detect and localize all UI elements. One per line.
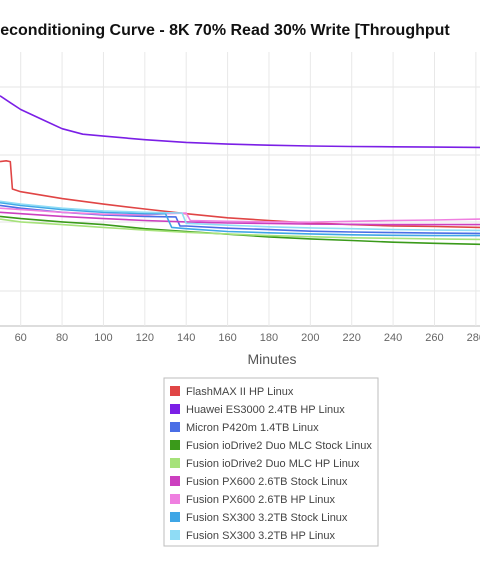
- legend-label: Fusion PX600 2.6TB HP Linux: [186, 494, 335, 506]
- x-tick-label: 180: [260, 332, 278, 344]
- x-tick-label: 160: [218, 332, 236, 344]
- series-line: [0, 207, 480, 223]
- legend-label: Fusion ioDrive2 Duo MLC Stock Linux: [186, 440, 372, 452]
- x-axis: 60 80 100 120 140 160 180 200 220 240 260 280: [15, 332, 480, 344]
- series-line: [0, 160, 480, 229]
- x-tick-label: 140: [177, 332, 195, 344]
- x-tick-label: 220: [343, 332, 361, 344]
- legend-swatch: [170, 422, 180, 432]
- legend: FlashMAX II HP Linux Huawei ES3000 2.4TB …: [163, 377, 379, 547]
- series-line: [0, 211, 480, 226]
- x-tick-label: 200: [301, 332, 319, 344]
- grid: [0, 52, 480, 327]
- legend-label: Fusion SX300 3.2TB Stock Linux: [186, 512, 348, 524]
- legend-label: Fusion ioDrive2 Duo MLC HP Linux: [186, 458, 360, 470]
- x-axis-label: Minutes: [247, 351, 296, 367]
- legend-swatch: [170, 386, 180, 396]
- chart-title: reconditioning Curve - 8K 70% Read 30% W…: [0, 22, 450, 39]
- legend-label: Fusion SX300 3.2TB HP Linux: [186, 530, 335, 542]
- legend-swatch: [170, 512, 180, 522]
- x-tick-label: 240: [384, 332, 402, 344]
- x-tick-label: 260: [425, 332, 443, 344]
- series-line: [0, 218, 480, 241]
- legend-label: Micron P420m 1.4TB Linux: [186, 422, 319, 434]
- x-tick-label: 120: [136, 332, 154, 344]
- legend-box: [163, 377, 379, 547]
- series-line: [0, 95, 480, 149]
- legend-label: Fusion PX600 2.6TB Stock Linux: [186, 476, 348, 488]
- legend-swatch: [170, 476, 180, 486]
- legend-label: FlashMAX II HP Linux: [186, 386, 294, 398]
- legend-swatch: [170, 440, 180, 450]
- series-line: [0, 201, 480, 237]
- x-tick-label: 280: [467, 332, 480, 344]
- legend-swatch: [170, 404, 180, 414]
- legend-swatch: [170, 494, 180, 504]
- x-tick-label: 60: [15, 332, 27, 344]
- x-tick-label: 100: [94, 332, 112, 344]
- series-lines: [0, 95, 480, 246]
- legend-label: Huawei ES3000 2.4TB HP Linux: [186, 404, 345, 416]
- legend-swatch: [170, 458, 180, 468]
- x-tick-label: 80: [56, 332, 68, 344]
- legend-swatch: [170, 530, 180, 540]
- series-line: [0, 200, 480, 232]
